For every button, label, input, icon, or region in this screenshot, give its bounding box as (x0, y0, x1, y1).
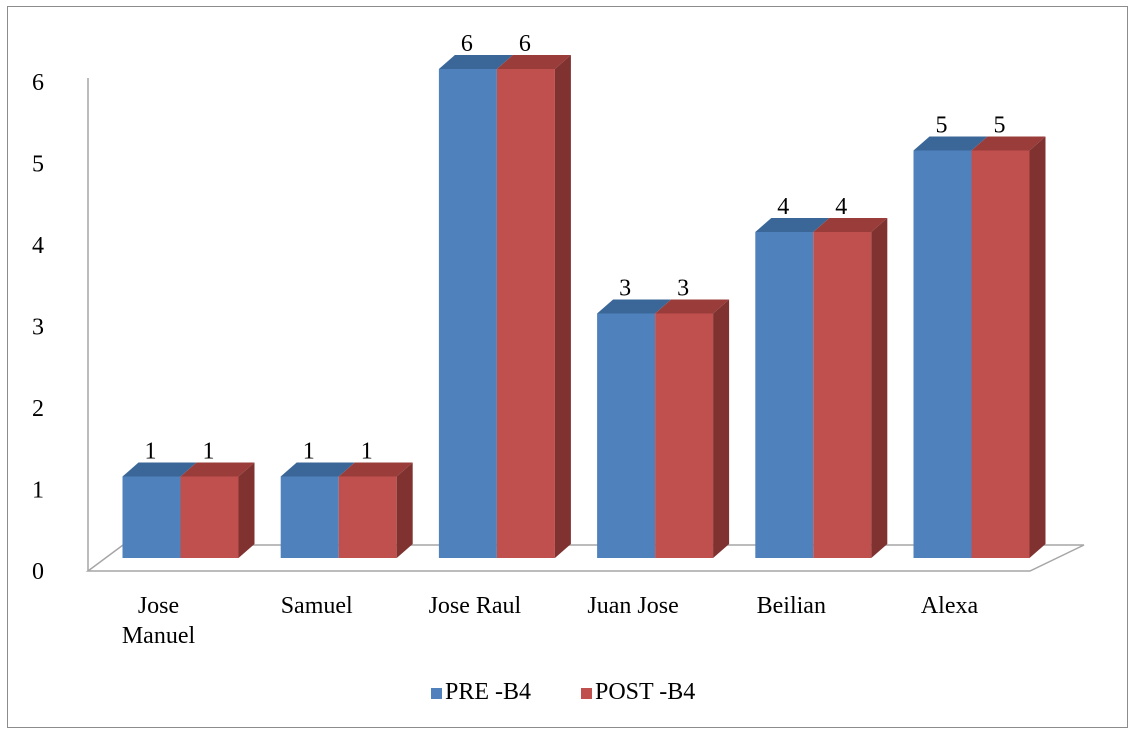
y-tick-label: 2 (32, 396, 44, 422)
bars (122, 55, 1046, 558)
bar-top (913, 136, 988, 151)
bar-post-b4 (971, 150, 1030, 558)
legend-swatch (581, 688, 592, 699)
bar-top (438, 55, 513, 69)
bar-side (871, 218, 888, 558)
y-axis: 0 1 2 3 4 5 6 (32, 70, 89, 585)
data-label: 3 (619, 276, 631, 302)
bar-pre-b4 (438, 69, 497, 558)
x-tick-label: Beilian (757, 593, 826, 619)
y-tick-label: 3 (32, 315, 44, 341)
data-label: 1 (303, 439, 315, 465)
data-label: 6 (461, 31, 473, 57)
bar-side (396, 462, 413, 558)
x-tick-label: Juan Jose (587, 593, 678, 619)
data-label: 1 (203, 439, 215, 465)
y-tick-label: 6 (32, 70, 44, 96)
bar-pre-b4 (122, 476, 181, 558)
data-label: 3 (677, 276, 689, 302)
data-label: 1 (145, 439, 157, 465)
bar-post-b4 (180, 476, 239, 558)
bar-top (813, 218, 888, 232)
bar-pre-b4 (755, 232, 814, 558)
bar-side (1029, 136, 1046, 558)
x-tick-label: Jose Raul (429, 593, 522, 619)
legend-label: POST -B4 (595, 679, 695, 705)
data-label: 4 (835, 194, 847, 220)
y-tick-label: 4 (32, 233, 44, 259)
bar-pre-b4 (597, 313, 656, 558)
data-labels: 1 1 1 1 6 6 3 3 4 4 5 5 (145, 31, 1006, 465)
x-tick-label: Alexa (921, 593, 979, 619)
bar-top (180, 462, 255, 477)
data-label: 4 (777, 194, 789, 220)
data-label: 1 (361, 439, 373, 465)
legend: PRE -B4 POST -B4 (431, 679, 695, 705)
y-tick-label: 0 (32, 559, 44, 585)
bar-side (554, 55, 571, 558)
bar-post-b4 (496, 69, 555, 558)
bar-post-b4 (655, 313, 714, 558)
bar-side (713, 299, 730, 558)
data-label: 5 (936, 113, 948, 139)
chart-floor (85, 544, 1085, 572)
bar-pre-b4 (280, 476, 339, 558)
bar-top (597, 299, 672, 314)
bar-post-b4 (813, 232, 872, 558)
x-tick-label: Jose (138, 593, 179, 619)
y-tick-label: 5 (32, 152, 44, 178)
legend-label: PRE -B4 (445, 679, 531, 705)
bar-top (496, 55, 571, 69)
x-tick-label: Samuel (281, 593, 353, 619)
bar-post-b4 (338, 476, 397, 558)
data-label: 5 (994, 113, 1006, 139)
bar-top (655, 299, 730, 314)
y-tick-label: 1 (32, 478, 44, 504)
bar-top (971, 136, 1046, 151)
bar-top (755, 218, 830, 232)
x-tick-label: Manuel (122, 623, 196, 649)
legend-swatch (431, 688, 442, 699)
bar-side (238, 462, 255, 558)
bar-top (280, 462, 355, 477)
data-label: 6 (519, 31, 531, 57)
x-axis: Jose Manuel Samuel Jose Raul Juan Jose Beilia… (122, 593, 979, 649)
bar-top (122, 462, 197, 477)
floor-plane (85, 544, 1085, 572)
bar-top (338, 462, 413, 477)
bar-pre-b4 (913, 150, 972, 558)
